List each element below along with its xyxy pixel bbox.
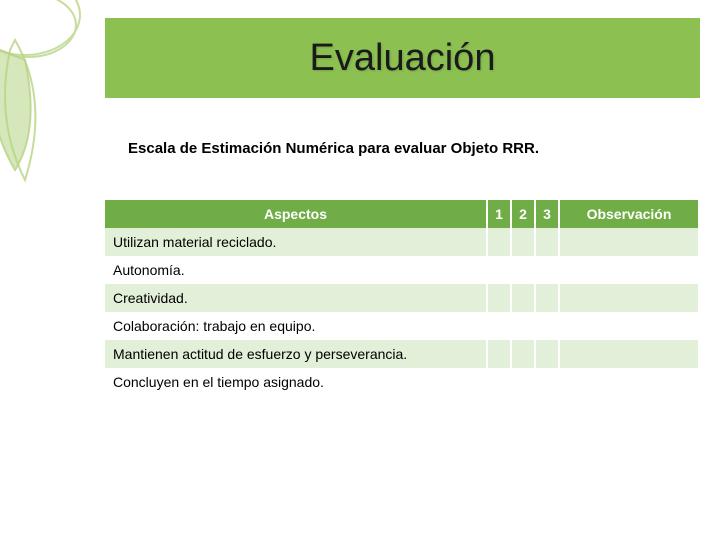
header-col-3: 3: [535, 200, 559, 228]
cell-2: [511, 284, 535, 312]
cell-obs: [559, 340, 699, 368]
evaluation-table: Aspectos 1 2 3 Observación Utilizan mate…: [105, 200, 700, 396]
cell-obs: [559, 284, 699, 312]
cell-3: [535, 368, 559, 396]
cell-aspect: Utilizan material reciclado.: [105, 228, 487, 256]
cell-aspect: Autonomía.: [105, 256, 487, 284]
cell-2: [511, 368, 535, 396]
header-col-1: 1: [487, 200, 511, 228]
cell-2: [511, 340, 535, 368]
cell-2: [511, 312, 535, 340]
table-row: Utilizan material reciclado.: [105, 228, 699, 256]
cell-aspect: Colaboración: trabajo en equipo.: [105, 312, 487, 340]
cell-obs: [559, 228, 699, 256]
cell-aspect: Creatividad.: [105, 284, 487, 312]
cell-2: [511, 228, 535, 256]
cell-1: [487, 368, 511, 396]
table-body: Utilizan material reciclado. Autonomía. …: [105, 228, 699, 396]
table-row: Colaboración: trabajo en equipo.: [105, 312, 699, 340]
subtitle: Escala de Estimación Numérica para evalu…: [128, 140, 539, 157]
table-row: Concluyen en el tiempo asignado.: [105, 368, 699, 396]
cell-1: [487, 312, 511, 340]
cell-3: [535, 228, 559, 256]
cell-1: [487, 228, 511, 256]
header-col-2: 2: [511, 200, 535, 228]
cell-3: [535, 284, 559, 312]
table-row: Autonomía.: [105, 256, 699, 284]
cell-aspect: Mantienen actitud de esfuerzo y persever…: [105, 340, 487, 368]
cell-1: [487, 284, 511, 312]
cell-1: [487, 256, 511, 284]
cell-2: [511, 256, 535, 284]
title-bar: Evaluación: [105, 18, 700, 98]
header-observation: Observación: [559, 200, 699, 228]
table-row: Mantienen actitud de esfuerzo y persever…: [105, 340, 699, 368]
page-title: Evaluación: [310, 37, 496, 80]
cell-3: [535, 256, 559, 284]
cell-obs: [559, 312, 699, 340]
table-header-row: Aspectos 1 2 3 Observación: [105, 200, 699, 228]
table-row: Creatividad.: [105, 284, 699, 312]
cell-obs: [559, 256, 699, 284]
cell-3: [535, 340, 559, 368]
cell-obs: [559, 368, 699, 396]
header-aspect: Aspectos: [105, 200, 487, 228]
cell-1: [487, 340, 511, 368]
cell-aspect: Concluyen en el tiempo asignado.: [105, 368, 487, 396]
cell-3: [535, 312, 559, 340]
